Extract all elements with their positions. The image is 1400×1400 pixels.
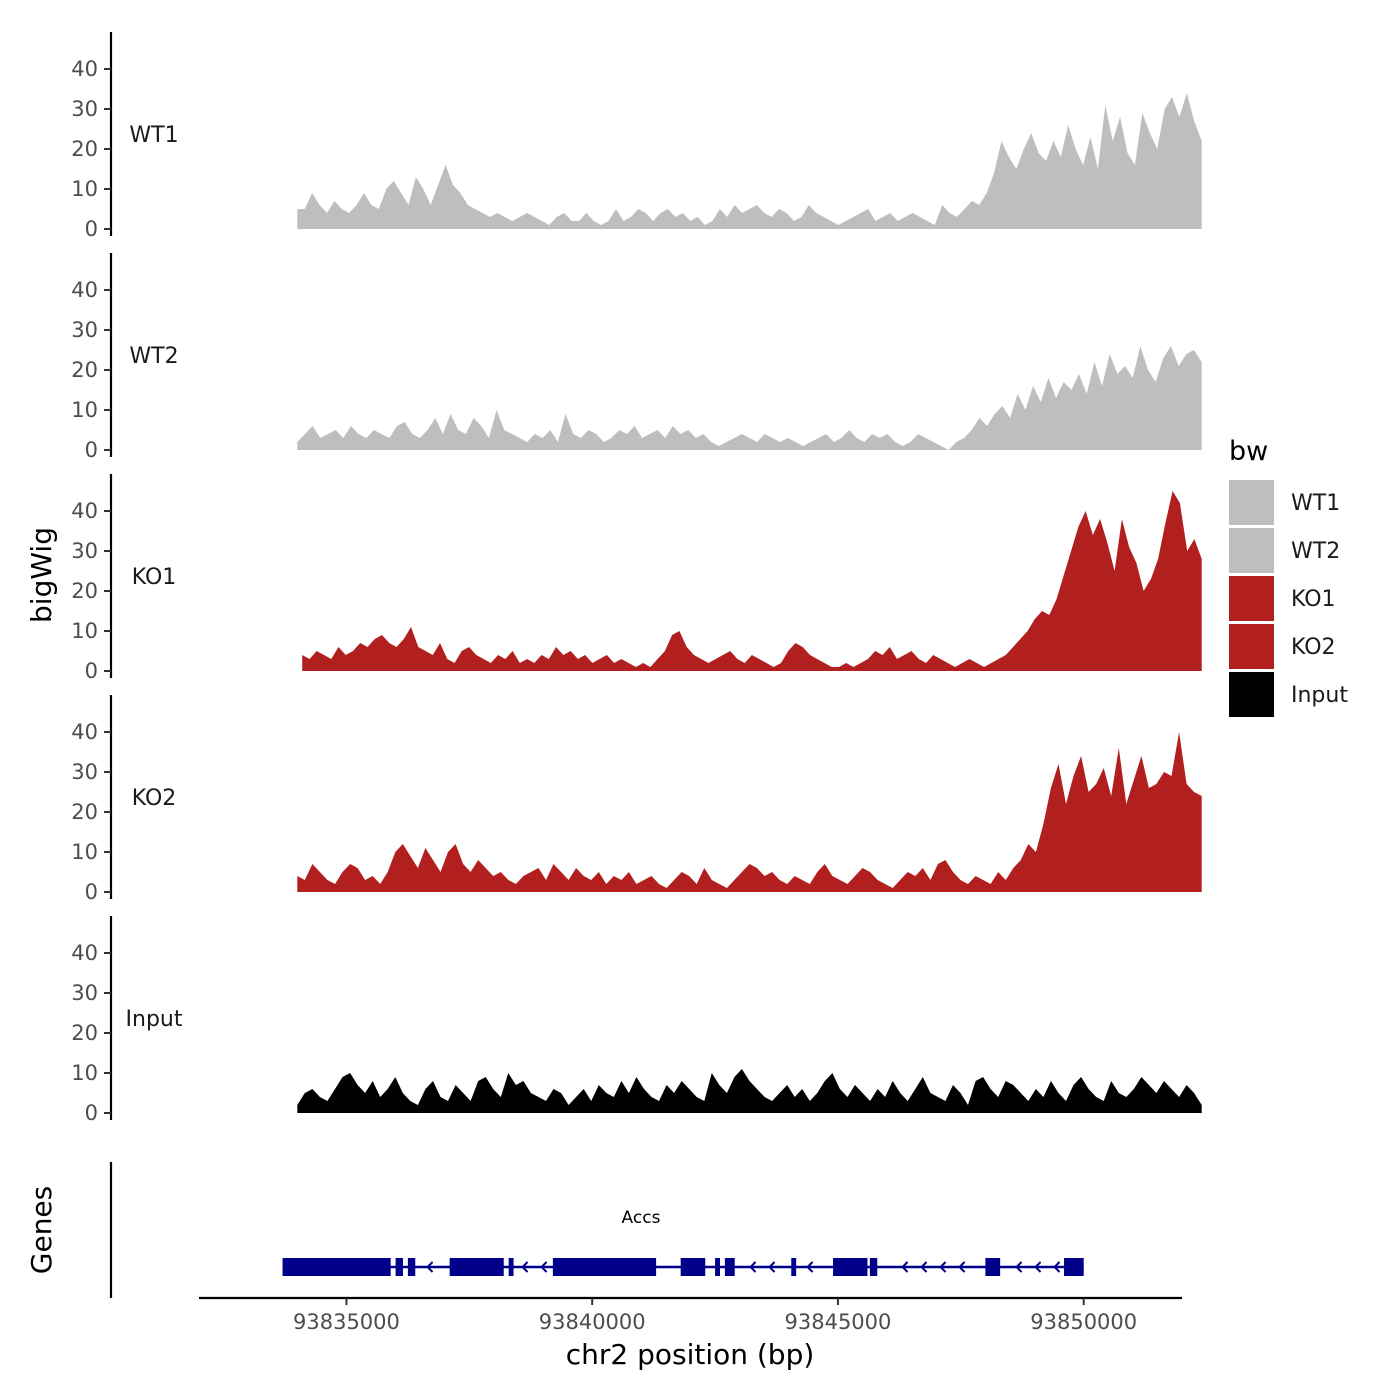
strand-arrow	[939, 1261, 947, 1273]
strand-arrow	[806, 1261, 814, 1273]
y-tick-label: 20	[71, 579, 98, 603]
legend-key-ko1	[1229, 576, 1274, 621]
panel-wt2: 0 10 20 30 40 WT2	[71, 253, 1202, 462]
panel-ko2: 0 10 20 30 40 KO2	[71, 695, 1202, 904]
track-label-ko1: KO1	[132, 565, 177, 590]
strand-arrow	[958, 1261, 966, 1273]
genes-panel-title: Genes	[25, 1186, 58, 1274]
signal-area-ko2	[297, 732, 1202, 892]
track-label-wt2: WT2	[129, 344, 178, 369]
bigwig-panels: 0 10 20 30 40 WT1 0 10 20 30 40 WT2 0 10 20 30 40 KO1 0 10 2…	[71, 32, 1202, 1125]
strand-arrow	[768, 1261, 776, 1273]
exon-block	[508, 1258, 514, 1276]
exon-block	[449, 1258, 504, 1276]
y-tick-label: 30	[71, 981, 98, 1005]
x-ticks: 93835000 93840000 93845000 93850000	[293, 1298, 1137, 1334]
legend-key-wt2	[1229, 528, 1274, 573]
y-tick-label: 20	[71, 800, 98, 824]
y-tick-label: 10	[71, 398, 98, 422]
y-tick-label: 40	[71, 57, 98, 81]
exon-block	[282, 1258, 372, 1276]
exon-block	[715, 1258, 720, 1276]
strand-arrow	[540, 1261, 548, 1273]
legend-key-wt1	[1229, 480, 1274, 525]
exon-block	[552, 1258, 657, 1276]
y-tick-label: 40	[71, 941, 98, 965]
exon-block	[869, 1258, 878, 1276]
x-axis: 93835000 93840000 93845000 93850000 chr2 po…	[199, 1296, 1182, 1371]
y-tick-label: 10	[71, 840, 98, 864]
legend-title: bw	[1229, 436, 1268, 467]
exon-block	[724, 1258, 735, 1276]
legend-items: WT1 WT2 KO1 KO2 Input	[1229, 480, 1348, 717]
y-tick-label: 10	[71, 619, 98, 643]
exon-block	[395, 1258, 403, 1276]
panel-input: 0 10 20 30 40 Input	[71, 916, 1202, 1125]
strand-arrow	[1015, 1261, 1023, 1273]
gene-label: Accs	[622, 1208, 661, 1228]
signal-area-input	[297, 1069, 1202, 1113]
signal-area-wt1	[297, 93, 1202, 229]
x-axis-title: chr2 position (bp)	[566, 1338, 815, 1371]
exon-block	[791, 1258, 797, 1276]
legend-label-wt2: WT2	[1291, 539, 1340, 564]
legend-label-ko1: KO1	[1291, 587, 1336, 612]
signal-area-wt2	[297, 346, 1202, 450]
track-label-ko2: KO2	[132, 786, 177, 811]
y-tick-label: 30	[71, 97, 98, 121]
exon-block	[833, 1258, 868, 1276]
exon-block	[371, 1258, 391, 1276]
y-tick-label: 20	[71, 358, 98, 382]
y-tick-label: 40	[71, 499, 98, 523]
x-tick-label: 93835000	[293, 1310, 400, 1334]
legend-key-input	[1229, 672, 1274, 717]
strand-arrow	[521, 1261, 529, 1273]
y-tick-label: 0	[85, 217, 98, 241]
track-label-wt1: WT1	[129, 123, 178, 148]
exon-block	[407, 1258, 416, 1276]
y-tick-label: 30	[71, 539, 98, 563]
y-tick-label: 20	[71, 137, 98, 161]
y-tick-label: 0	[85, 880, 98, 904]
x-tick-label: 93840000	[539, 1310, 646, 1334]
legend-key-ko2	[1229, 624, 1274, 669]
strand-arrow	[426, 1261, 434, 1273]
y-tick-label: 30	[71, 318, 98, 342]
signal-area-ko1	[302, 491, 1202, 671]
gene-track: Accs	[282, 1208, 1084, 1276]
y-tick-label: 30	[71, 760, 98, 784]
strand-arrow	[920, 1261, 928, 1273]
track-label-input: Input	[126, 1007, 183, 1032]
legend: bw WT1 WT2 KO1 KO2 Input	[1229, 436, 1348, 717]
genes-panel: Genes Accs	[25, 1162, 1084, 1298]
y-tick-label: 0	[85, 1101, 98, 1125]
strand-arrow	[749, 1261, 757, 1273]
x-tick-label: 93850000	[1030, 1310, 1137, 1334]
strand-arrow	[1053, 1261, 1061, 1273]
legend-label-input: Input	[1291, 683, 1348, 708]
y-tick-label: 20	[71, 1021, 98, 1045]
x-tick-label: 93845000	[785, 1310, 892, 1334]
y-tick-label: 40	[71, 720, 98, 744]
panel-ko1: 0 10 20 30 40 KO1	[71, 474, 1202, 683]
y-tick-label: 0	[85, 438, 98, 462]
exon-block	[985, 1258, 1001, 1276]
y-tick-label: 0	[85, 659, 98, 683]
strand-arrow	[901, 1261, 909, 1273]
legend-label-wt1: WT1	[1291, 491, 1340, 516]
legend-label-ko2: KO2	[1291, 635, 1336, 660]
panel-wt1: 0 10 20 30 40 WT1	[71, 32, 1202, 241]
y-tick-label: 10	[71, 177, 98, 201]
strand-arrow	[1034, 1261, 1042, 1273]
y-axis-title: bigWig	[25, 527, 58, 623]
exon-block	[680, 1258, 706, 1276]
exon-block	[1064, 1258, 1084, 1276]
y-tick-label: 10	[71, 1061, 98, 1085]
y-tick-label: 40	[71, 278, 98, 302]
